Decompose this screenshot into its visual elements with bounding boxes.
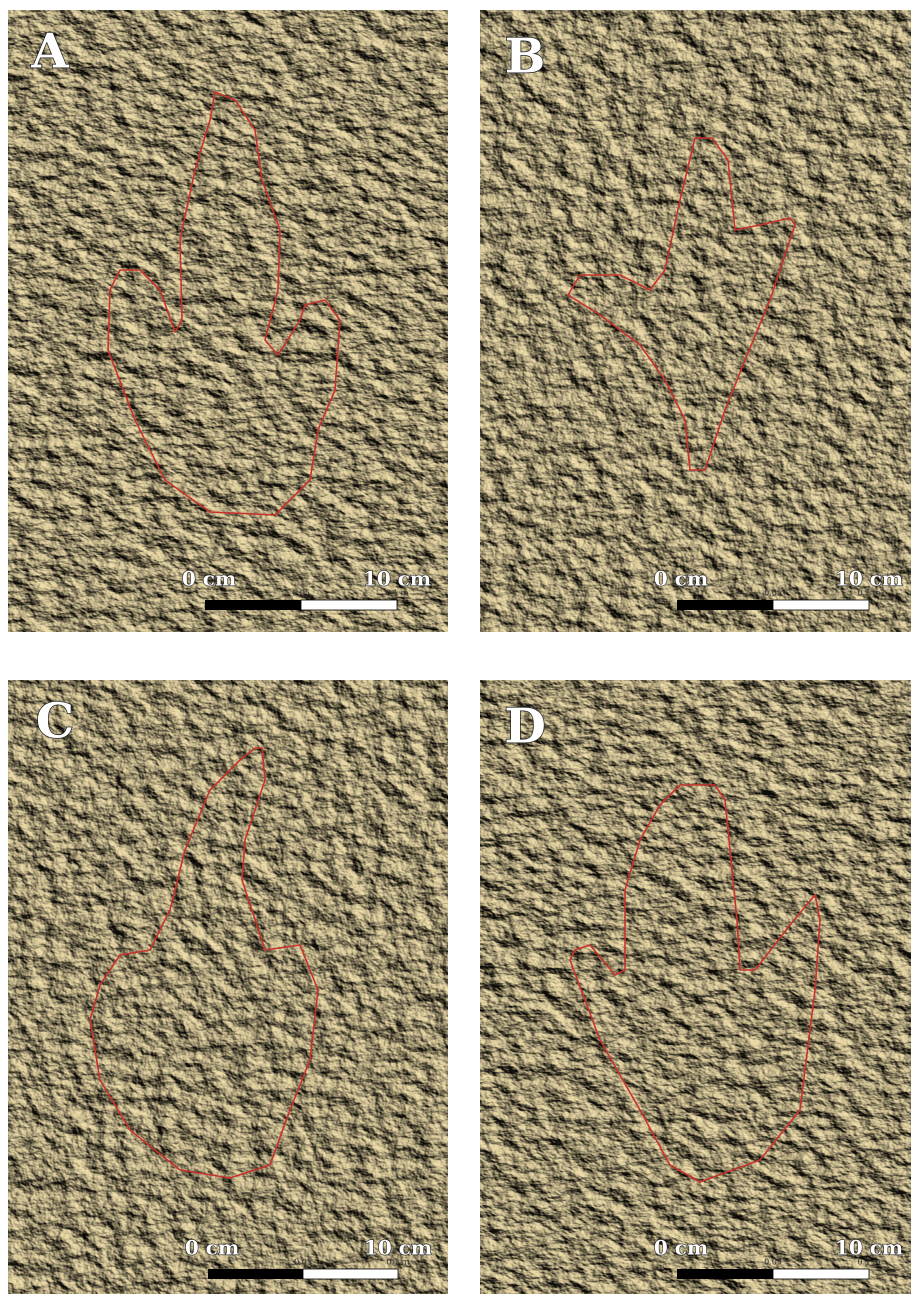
footprint-outline (567, 137, 796, 471)
scale-start: 0 cm (182, 567, 236, 591)
panel-label: C (36, 694, 74, 750)
scale-tick-mid: 0.05 (294, 1258, 312, 1267)
hillshade (480, 680, 911, 1294)
hillshade (480, 10, 911, 632)
panel: A 0 cm 10 cm 0.05 0.1 m (8, 10, 448, 632)
footprint-outline (569, 784, 821, 1183)
footprint-outline (107, 91, 341, 516)
scale-bar-white (772, 1268, 870, 1280)
scale-tick-mid: 0.05 (764, 589, 782, 598)
hillshade (8, 10, 448, 632)
panel-label: B (505, 29, 546, 85)
scale-bar-white (300, 599, 398, 611)
scale-start: 0 cm (185, 1236, 239, 1260)
panel: D 0 cm 10 cm 0.05 0.1 m (480, 680, 911, 1294)
scale-start: 0 cm (654, 1236, 708, 1260)
scale-bar-white (772, 599, 870, 611)
scale-bar-black (677, 600, 773, 610)
scale-bar-black (205, 600, 301, 610)
scale-end: 10 cm (364, 1236, 432, 1260)
hillshade (8, 680, 448, 1294)
scale-bar-black (208, 1269, 303, 1279)
scale-end: 10 cm (835, 1236, 903, 1260)
panel-label: D (504, 699, 546, 755)
scale-tick-end: 0.1 m (385, 589, 408, 598)
scale-end: 10 cm (363, 567, 431, 591)
scale-tick-mid: 0.05 (764, 1258, 782, 1267)
panel: B 0 cm 10 cm 0.05 0.1 m (480, 10, 911, 632)
footprint-outline (89, 747, 319, 1179)
scale-tick-mid: 0.05 (292, 589, 310, 598)
scale-bar-white (302, 1268, 399, 1280)
panel-label: A (30, 24, 69, 80)
scale-tick-end: 0.1 m (857, 589, 880, 598)
scale-bar-black (677, 1269, 773, 1279)
panel: C 0 cm 10 cm 0.05 0.1 m (8, 680, 448, 1294)
scale-tick-end: 0.1 m (857, 1258, 880, 1267)
scale-end: 10 cm (835, 567, 903, 591)
scale-tick-end: 0.1 m (386, 1258, 409, 1267)
scale-start: 0 cm (654, 567, 708, 591)
